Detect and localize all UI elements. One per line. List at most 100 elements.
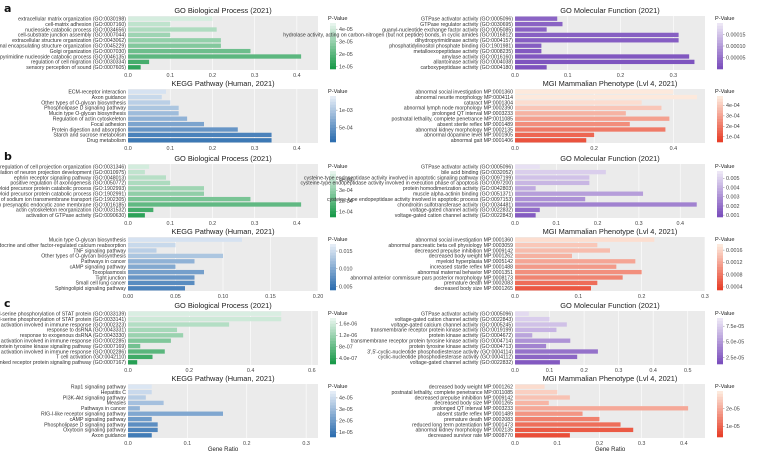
bar — [128, 259, 195, 264]
colorbar-tick-label: 2e-05 — [339, 52, 353, 58]
bar — [515, 213, 536, 218]
category-label: ECM-receptor interaction — [68, 90, 126, 96]
category-label: abnormal kidney morphology MP:0002135 — [416, 127, 514, 133]
category-label: Protein digestion and absorption — [52, 127, 127, 133]
x-tick-label: 0.0 — [124, 221, 132, 227]
category-label: protein tyrosine kinase activity (GO:000… — [409, 344, 513, 350]
bar — [128, 389, 152, 395]
colorbar-segment — [330, 214, 336, 218]
colorbar-segment — [717, 208, 723, 212]
colorbar-segment — [330, 127, 336, 131]
bar — [515, 280, 598, 286]
colorbar-segment — [717, 196, 723, 201]
colorbar-segment — [330, 391, 336, 395]
bar — [128, 175, 166, 180]
bar — [128, 237, 242, 242]
colorbar-segment — [717, 57, 723, 61]
colorbar-tick-label: 5e-04 — [339, 126, 353, 132]
bar — [128, 311, 282, 316]
category-label: Measles — [107, 401, 127, 407]
colorbar-segment — [717, 34, 723, 38]
bar — [515, 384, 545, 389]
category-label: TNF signaling pathway — [73, 248, 126, 254]
colorbar-segment — [717, 40, 723, 44]
bar — [515, 38, 679, 43]
bar — [515, 286, 591, 291]
colorbar-tick-label: 1e-03 — [339, 108, 353, 114]
category-label: metalloexopeptidase activity (GO:0008235… — [414, 49, 514, 55]
chart-title: GO Molecular Function (2021) — [560, 6, 659, 15]
category-label: regulation of amyloid precursor protein … — [0, 192, 126, 198]
category-label: decreased prepulse inhibition MP:0009142 — [415, 248, 513, 254]
legend-title: P-Value — [715, 89, 735, 95]
bar — [515, 16, 558, 21]
colorbar-segment — [330, 431, 336, 435]
colorbar-segment — [330, 396, 336, 400]
bar — [515, 191, 644, 196]
category-label: regulation of neuron projection developm… — [0, 170, 126, 176]
category-label: postnatal lethality, complete penetrance… — [391, 390, 513, 396]
colorbar-segment — [717, 269, 723, 274]
category-label: cysteine-type endopeptidase activity inv… — [327, 197, 513, 203]
bar — [128, 196, 251, 202]
colorbar-segment — [330, 116, 336, 120]
colorbar-segment — [717, 31, 723, 35]
colorbar-segment — [717, 188, 723, 192]
bar — [515, 169, 606, 175]
bar — [515, 264, 617, 269]
colorbar-segment — [330, 278, 336, 282]
colorbar-segment — [330, 54, 336, 58]
colorbar-segment — [717, 405, 723, 409]
colorbar-segment — [330, 194, 336, 198]
x-tick-label: 0.4 — [670, 146, 678, 152]
category-label: hydrolase activity, acting on carbon-nit… — [283, 33, 513, 39]
colorbar-tick-label: 3e-05 — [339, 407, 353, 413]
category-label: cAMP signaling pathway — [70, 417, 127, 423]
category-label: cAMP signaling pathway — [70, 265, 127, 271]
category-label: voltage-gated calcium channel activity (… — [391, 322, 513, 328]
colorbar-segment — [717, 23, 723, 27]
panel-label-a: a — [4, 2, 11, 15]
category-label: Toxoplasmosis — [92, 270, 126, 276]
bar — [128, 207, 154, 213]
x-tick-label: 0.5 — [684, 368, 692, 374]
colorbar-segment — [717, 255, 723, 259]
category-label: decreased survivor rate MP:0008770 — [428, 433, 513, 439]
colorbar-tick-label: 3e-04 — [726, 114, 740, 120]
chart-title: MGI Mammalian Phenotype (Lvl 4, 2021) — [543, 79, 678, 88]
bar — [515, 138, 587, 143]
category-label: actin cytoskeleton reorganization (GO:00… — [16, 208, 126, 214]
bar — [515, 54, 690, 59]
x-tick-label: 0.05 — [170, 294, 181, 300]
category-label: absent startle reflex MP:0001489 — [437, 412, 513, 418]
bar — [515, 175, 590, 180]
colorbar-tick-label: 1e-05 — [339, 64, 353, 70]
category-label: GTPase activator activity (GO:0005096) — [421, 17, 513, 23]
colorbar-segment — [330, 326, 336, 330]
colorbar-segment — [330, 34, 336, 38]
colorbar-segment — [330, 130, 336, 134]
colorbar-segment — [717, 66, 723, 70]
x-tick-label: 0.4 — [293, 73, 301, 79]
chart-b-1: GO Biological Process (2021) 0.0 0.1 0.2 0.3… — [0, 154, 353, 227]
colorbar-tick-label: 0.005 — [339, 284, 353, 290]
bar — [128, 275, 195, 280]
chart-b-3: KEGG Pathway (Human, 2021) 0.00 0.05 0.10 0.… — [0, 227, 353, 300]
colorbar-segment — [717, 37, 723, 41]
bar — [515, 253, 572, 259]
x-tick-label: 0.0 — [511, 441, 519, 447]
colorbar-tick-label: 0.00015 — [726, 32, 746, 38]
bar — [515, 316, 550, 322]
legend-title: P-Value — [715, 164, 735, 170]
colorbar-segment — [330, 40, 336, 44]
colorbar-tick-label: 1.6e-06 — [339, 322, 357, 328]
colorbar-segment — [330, 202, 336, 206]
x-tick-label: 0.1 — [184, 441, 192, 447]
colorbar-segment — [330, 60, 336, 64]
colorbar-segment — [717, 402, 723, 406]
panel-label-c: c — [4, 297, 11, 310]
colorbar-segment — [717, 46, 723, 50]
category-label: positive regulation of peptidyl-serine p… — [0, 317, 126, 323]
category-label: increased startle reflex MP:0001488 — [430, 265, 513, 271]
colorbar-segment — [717, 272, 723, 276]
